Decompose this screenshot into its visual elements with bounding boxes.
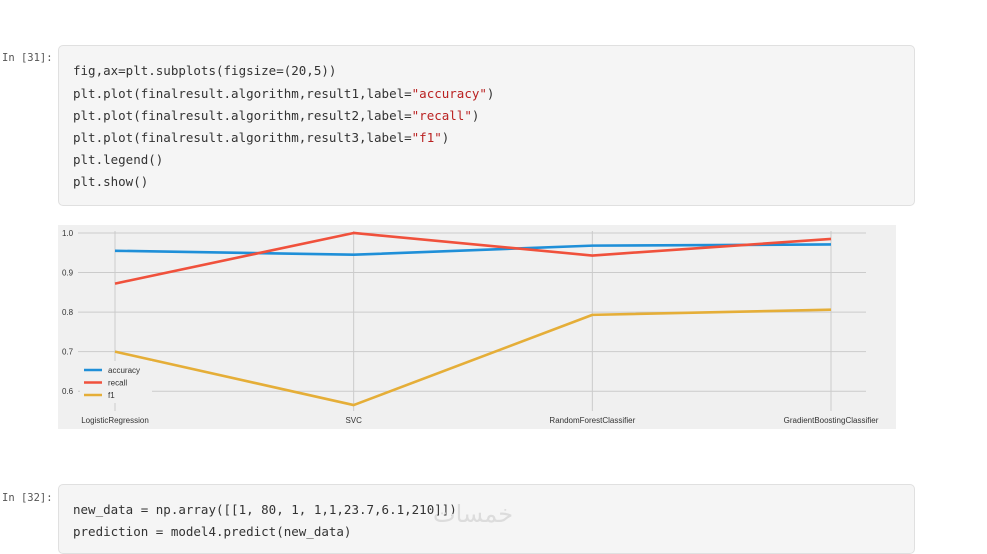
code-line: plt.plot(finalresult.algorithm,result2,l… [73,108,480,123]
chart-background [58,225,896,429]
y-tick-label: 0.6 [62,387,74,396]
code-line: plt.show() [73,174,149,189]
x-tick-label: SVC [345,416,362,425]
y-tick-label: 0.7 [62,348,74,357]
line-chart: 0.6 0.7 0.8 0.9 1.0 LogisticRegression SVC Rand… [58,225,896,429]
code-line: fig,ax=plt.subplots(figsize=(20,5)) [73,63,337,78]
cell-31-prompt: In [31]: [2,52,53,64]
code-line: new_data = np.array([[1, 80, 1, 1,1,23.7… [73,502,457,517]
y-tick-label: 0.9 [62,269,74,278]
legend-label: recall [108,379,127,388]
code-line: plt.plot(finalresult.algorithm,result1,l… [73,86,495,101]
x-tick-label: GradientBoostingClassifier [784,416,879,425]
x-tick-label: LogisticRegression [81,416,149,425]
watermark-logo: خمسات [433,500,514,528]
code-line: plt.plot(finalresult.algorithm,result3,l… [73,130,450,145]
cell-32-prompt: In [32]: [2,492,53,504]
code-line: prediction = model4.predict(new_data) [73,524,352,539]
code-cell-31[interactable]: fig,ax=plt.subplots(figsize=(20,5)) plt.… [58,45,915,206]
series-line-f1 [114,308,832,407]
legend-label: accuracy [108,366,140,375]
code-line: plt.legend() [73,152,164,167]
x-tick-label: RandomForestClassifier [549,416,635,425]
series-line-recall [114,231,832,285]
cell-31-output: 0.6 0.7 0.8 0.9 1.0 LogisticRegression SVC Rand… [58,225,896,429]
legend-label: f1 [108,391,115,400]
y-tick-label: 0.8 [62,308,74,317]
series-line-accuracy [114,243,832,257]
y-tick-label: 1.0 [62,229,74,238]
